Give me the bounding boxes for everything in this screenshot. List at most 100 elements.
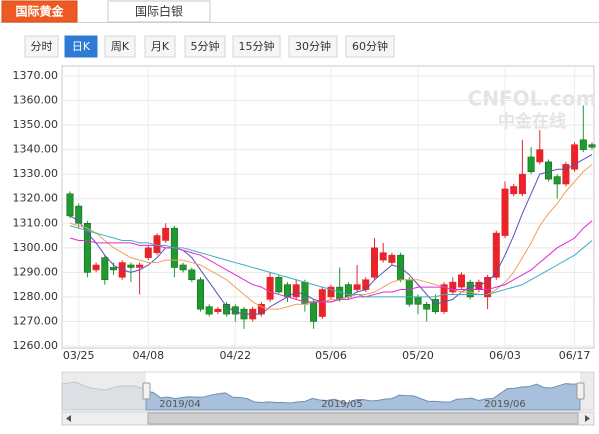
candle-body (83, 222, 91, 273)
candle-body (484, 276, 492, 298)
scroll-arrow-left[interactable] (66, 415, 71, 422)
candle-body (275, 276, 283, 293)
y-tick-label: 1340.00 (13, 143, 59, 156)
candle-body (388, 254, 396, 263)
period-label[interactable]: 5分钟 (191, 39, 220, 53)
candle-body (205, 306, 213, 315)
candle-body (92, 264, 100, 271)
candle-body (144, 247, 152, 258)
navigator-mask (580, 372, 594, 410)
period-button[interactable] (345, 35, 395, 58)
candle-body (231, 306, 239, 315)
x-tick-label: 04/22 (219, 349, 251, 362)
period-label[interactable]: 周K (111, 40, 130, 53)
candle-body (327, 286, 335, 298)
y-tick-label: 1320.00 (13, 192, 59, 205)
y-tick-label: 1350.00 (13, 118, 59, 131)
candle-body (362, 279, 370, 290)
candle-body (101, 257, 109, 281)
candle-body (223, 303, 231, 315)
y-tick-label: 1270.00 (13, 314, 59, 327)
navigator-handle[interactable] (142, 382, 151, 400)
x-tick-label: 06/17 (559, 349, 591, 362)
tab-label[interactable]: 国际黄金 (15, 4, 64, 19)
candle-body (423, 303, 431, 310)
candle-body (527, 156, 535, 173)
tab-label[interactable]: 国际白银 (135, 4, 183, 19)
period-label[interactable]: 分时 (31, 40, 53, 53)
scroll-arrow-right[interactable] (585, 415, 590, 422)
navigator-label: 2019/05 (321, 399, 363, 410)
candle-body (579, 139, 587, 150)
candle-body (214, 308, 222, 312)
candle-body (571, 144, 579, 170)
period-button[interactable] (104, 35, 136, 58)
period-label[interactable]: 15分钟 (239, 39, 275, 53)
tab[interactable] (107, 0, 211, 23)
candle-body (440, 284, 448, 312)
period-label[interactable]: 日K (72, 40, 91, 53)
period-label[interactable]: 月K (151, 40, 170, 53)
navigator-handle[interactable] (576, 382, 585, 400)
navigator-mask (62, 372, 146, 410)
period-button[interactable] (64, 35, 98, 58)
candle-body (292, 284, 300, 298)
period-button[interactable] (288, 35, 338, 58)
navigator-area (145, 383, 581, 411)
candle-body (588, 144, 596, 148)
spacer (440, 85, 441, 86)
candle-body (266, 276, 274, 300)
candle-body (370, 247, 378, 278)
candle-body (379, 252, 387, 261)
y-tick-label: 1290.00 (13, 265, 59, 278)
candle-body (179, 264, 187, 271)
candle-body (510, 186, 518, 195)
tab[interactable] (1, 0, 78, 23)
candle-body (283, 284, 291, 298)
navigator-label: 2019/04 (159, 399, 201, 410)
y-tick-label: 1260.00 (13, 339, 59, 352)
candle-body (66, 193, 74, 217)
candle-body (431, 299, 439, 312)
period-button[interactable] (232, 35, 281, 58)
candle-body (562, 164, 570, 185)
moving-average-line (69, 225, 593, 298)
candle-body (344, 284, 352, 298)
watermark: CNFOL.com (468, 87, 597, 111)
candle-body (110, 267, 118, 271)
candle-body (536, 149, 544, 163)
candle-body (518, 173, 526, 195)
period-label[interactable]: 60分钟 (352, 39, 388, 53)
x-tick-label: 05/20 (402, 349, 434, 362)
period-label[interactable]: 30分钟 (295, 39, 331, 53)
candle-body (188, 269, 196, 281)
candle-body (553, 176, 561, 185)
candle-body (405, 279, 413, 305)
candle-body (127, 264, 135, 268)
candle-body (318, 289, 326, 317)
y-tick-label: 1300.00 (13, 241, 59, 254)
x-tick-label: 04/08 (132, 349, 164, 362)
plot-frame (61, 65, 595, 349)
y-tick-label: 1360.00 (13, 94, 59, 107)
x-tick-label: 05/06 (315, 349, 347, 362)
navigator-label: 2019/06 (484, 399, 526, 410)
y-tick-label: 1280.00 (13, 290, 59, 303)
candle-body (414, 296, 422, 305)
candle-body (336, 286, 344, 300)
candle-body (162, 227, 170, 241)
period-button[interactable] (24, 35, 59, 58)
period-button[interactable] (184, 35, 226, 58)
candle-body (475, 281, 483, 290)
x-tick-label: 06/03 (489, 349, 521, 362)
scrollbar-thumb[interactable] (147, 412, 579, 425)
y-tick-label: 1330.00 (13, 167, 59, 180)
candle-body (544, 161, 552, 180)
candle-body (501, 188, 509, 236)
candle-body (353, 284, 361, 290)
candle-body (492, 232, 500, 278)
period-button[interactable] (144, 35, 176, 58)
candle-body (75, 205, 83, 224)
x-tick-label: 03/25 (63, 349, 95, 362)
candle-body (197, 279, 205, 310)
